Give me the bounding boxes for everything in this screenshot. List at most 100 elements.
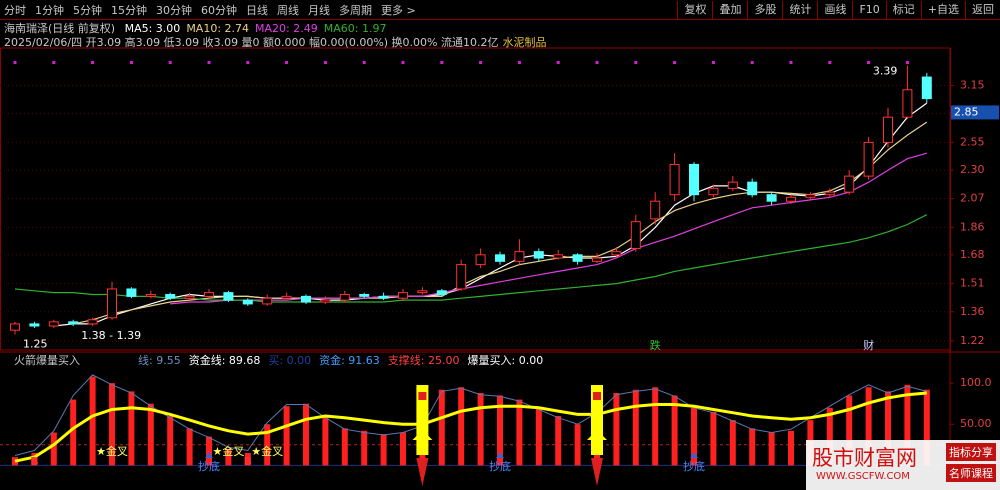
bar (691, 407, 697, 466)
bar (167, 416, 174, 466)
signal-dot (13, 61, 17, 64)
candle-body (844, 175, 855, 193)
bar (303, 403, 309, 466)
bar (206, 436, 212, 466)
candle-body (242, 299, 253, 305)
rocket (587, 385, 607, 486)
indicator-legend: 线: 9.55 (138, 353, 181, 367)
period-tab[interactable]: 日线 (246, 3, 268, 17)
signal-dot (828, 61, 832, 64)
bottom-signal: 抄底 (683, 459, 705, 473)
stock-title: 海南瑞泽(日线 前复权) (4, 22, 116, 35)
price-annotation: 1.38 - 1.39 (81, 329, 141, 342)
candle-body (572, 254, 583, 262)
ma-line (170, 152, 927, 305)
toolbar: 分时 1分钟 5分钟 15分钟 30分钟 60分钟 日线 周线 月线 多周期 更多 > 复权 叠加 多股… (0, 0, 1000, 20)
period-tab[interactable]: 月线 (308, 3, 330, 17)
bar (788, 430, 794, 466)
toolbar-button[interactable]: 返回 (965, 0, 1000, 19)
period-tab[interactable]: 周线 (277, 3, 299, 17)
toolbar-button[interactable]: 画线 (817, 0, 852, 19)
toolbar-button[interactable]: 多股 (747, 0, 782, 19)
chart-header: 海南瑞泽(日线 前复权) MA5: 3.00 MA10: 2.74 MA20: 2.… (4, 20, 392, 35)
signal-dot (556, 61, 560, 64)
indicator-legend: 买: 0.00 (268, 354, 311, 367)
y-tick-label: 100.0 (960, 376, 992, 389)
watermark-tag: 名师课程 (946, 464, 996, 482)
candle-body (417, 290, 428, 294)
signal-dot (634, 61, 638, 64)
period-tab[interactable]: 5分钟 (73, 3, 102, 17)
bar (555, 416, 562, 466)
bar (497, 395, 503, 466)
y-tick-label: 3.15 (960, 78, 985, 91)
event-marker: 财 (863, 338, 874, 352)
bottom-arrow (690, 452, 698, 458)
candle-body (475, 254, 486, 266)
candle-body (611, 251, 622, 256)
watermark-tags: 指标分享 名师课程 (946, 443, 996, 482)
ma-legend: MA10: 2.74 (186, 22, 250, 35)
y-tick-label: 1.86 (960, 220, 985, 233)
bar (186, 428, 193, 466)
period-tab[interactable]: 分时 (4, 3, 26, 17)
candle-body (650, 200, 661, 220)
candle-body (553, 254, 564, 259)
period-tab[interactable]: 30分钟 (156, 3, 192, 17)
candle-body (456, 264, 467, 290)
toolbar-button[interactable]: +自选 (920, 0, 965, 19)
candle-body (495, 254, 505, 262)
bar (885, 391, 891, 466)
price-annotation: 1.25 (23, 337, 48, 350)
period-tab[interactable]: 15分钟 (111, 3, 147, 17)
toolbar-button[interactable]: 复权 (677, 0, 712, 19)
candle-body (359, 293, 370, 297)
candle-body (165, 293, 176, 299)
period-tab[interactable]: 多周期 (339, 3, 372, 17)
candle-body (184, 295, 195, 299)
ma-legend: MA20: 2.49 (255, 22, 318, 35)
buy-signal: B (30, 455, 38, 468)
bottom-signal: 抄底 (489, 459, 511, 473)
period-tab[interactable]: 更多 > (381, 3, 416, 17)
signal-dot (246, 61, 250, 64)
bar (128, 391, 135, 466)
bar (361, 430, 368, 466)
toolbar-button[interactable]: 统计 (782, 0, 817, 19)
bar (632, 389, 639, 466)
candle-body (378, 295, 389, 299)
candle-body (883, 116, 893, 143)
bar (535, 407, 542, 466)
period-tab[interactable]: 60分钟 (201, 3, 237, 17)
candle-body (301, 295, 311, 303)
bar (729, 420, 736, 466)
bar (516, 399, 523, 466)
period-tab[interactable]: 1分钟 (35, 3, 64, 17)
candle-body (204, 292, 214, 297)
toolbar-button[interactable]: 叠加 (712, 0, 747, 19)
bar (109, 383, 115, 466)
indicator-line (14, 374, 927, 456)
signal-dot (595, 61, 599, 64)
ma-line (14, 214, 928, 303)
golden-cross: ★金叉 (212, 444, 244, 458)
candle-body (320, 299, 331, 303)
buy-signal: B (244, 455, 252, 468)
candle-body (339, 293, 350, 301)
toolbar-button[interactable]: 标记 (885, 0, 921, 19)
candle-body (533, 251, 544, 259)
bar (574, 424, 581, 466)
rocket-flame (416, 458, 429, 486)
indicator-legend: 支撑线: 25.00 (388, 353, 460, 367)
bar (923, 389, 930, 466)
candle-body (630, 221, 641, 249)
toolbar-button[interactable]: F10 (852, 0, 885, 19)
candle-body (29, 323, 40, 327)
bar (322, 416, 329, 466)
signal-dot (479, 61, 483, 64)
y-tick-label: 1.22 (960, 334, 985, 347)
bottom-arrow (205, 452, 213, 458)
candle-body (436, 290, 447, 295)
